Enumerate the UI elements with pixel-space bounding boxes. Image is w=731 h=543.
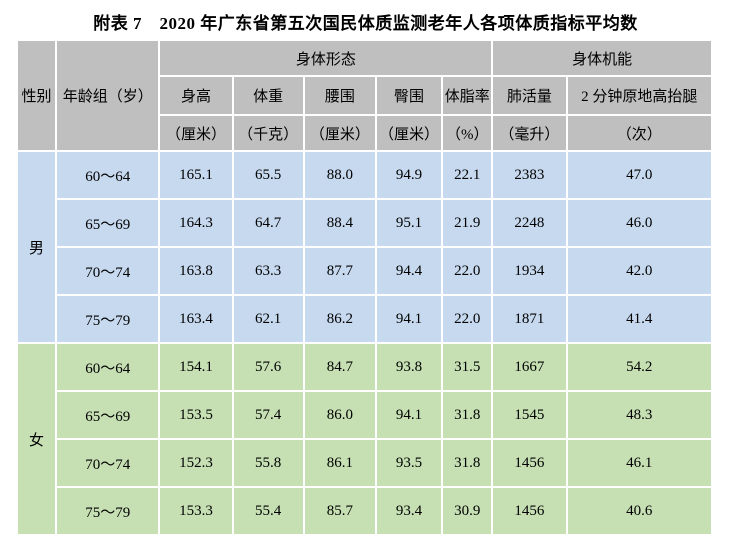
- value-cell: 31.8: [443, 440, 492, 486]
- value-cell: 88.0: [304, 152, 375, 198]
- value-cell: 47.0: [567, 152, 711, 198]
- table-row: 70～74 152.3 55.8 86.1 93.5 31.8 1456 46.…: [18, 440, 711, 486]
- unit-cell: （毫升）: [493, 116, 566, 150]
- value-cell: 22.0: [443, 296, 492, 342]
- age-cell: 60～64: [57, 344, 159, 390]
- table-row: 70～74 163.8 63.3 87.7 94.4 22.0 1934 42.…: [18, 248, 711, 294]
- header-row-columns: 身高 体重 腰围 臀围 体脂率 肺活量 2 分钟原地高抬腿: [18, 77, 711, 114]
- value-cell: 57.4: [233, 392, 303, 438]
- value-cell: 31.5: [443, 344, 492, 390]
- value-cell: 163.4: [160, 296, 232, 342]
- value-cell: 42.0: [567, 248, 711, 294]
- value-cell: 87.7: [304, 248, 375, 294]
- value-cell: 88.4: [304, 200, 375, 246]
- value-cell: 95.1: [376, 200, 442, 246]
- value-cell: 94.4: [376, 248, 442, 294]
- value-cell: 164.3: [160, 200, 232, 246]
- value-cell: 31.8: [443, 392, 492, 438]
- value-cell: 94.9: [376, 152, 442, 198]
- unit-cell: （次）: [567, 116, 711, 150]
- value-cell: 63.3: [233, 248, 303, 294]
- male-label-cell: 男: [18, 152, 56, 342]
- header-row-units: （厘米） （千克） （厘米） （厘米） （%） （毫升） （次）: [18, 116, 711, 150]
- value-cell: 21.9: [443, 200, 492, 246]
- value-cell: 55.4: [233, 488, 303, 534]
- age-cell: 65～69: [57, 200, 159, 246]
- age-cell: 65～69: [57, 392, 159, 438]
- age-cell: 70～74: [57, 440, 159, 486]
- value-cell: 94.1: [376, 392, 442, 438]
- value-cell: 22.1: [443, 152, 492, 198]
- col-header-leg-raise: 2 分钟原地高抬腿: [567, 77, 711, 114]
- value-cell: 93.8: [376, 344, 442, 390]
- age-cell: 70～74: [57, 248, 159, 294]
- value-cell: 93.5: [376, 440, 442, 486]
- unit-cell: （厘米）: [160, 116, 232, 150]
- value-cell: 1545: [493, 392, 566, 438]
- table-row: 65～69 164.3 64.7 88.4 95.1 21.9 2248 46.…: [18, 200, 711, 246]
- value-cell: 1456: [493, 440, 566, 486]
- unit-cell: （厘米）: [304, 116, 375, 150]
- value-cell: 46.1: [567, 440, 711, 486]
- header-body-shape-group: 身体形态: [160, 41, 492, 75]
- value-cell: 41.4: [567, 296, 711, 342]
- age-cell: 60～64: [57, 152, 159, 198]
- value-cell: 93.4: [376, 488, 442, 534]
- table-row: 65～69 153.5 57.4 86.0 94.1 31.8 1545 48.…: [18, 392, 711, 438]
- value-cell: 1871: [493, 296, 566, 342]
- table-row: 男 60～64 165.1 65.5 88.0 94.9 22.1 2383 4…: [18, 152, 711, 342]
- value-cell: 1934: [493, 248, 566, 294]
- header-age-group: 年龄组（岁）: [57, 41, 159, 150]
- col-header-weight: 体重: [233, 77, 303, 114]
- fitness-table: 性别 年龄组（岁） 身体形态 身体机能 身高 体重 腰围 臀围 体脂率 肺活量 …: [16, 39, 713, 536]
- unit-cell: （千克）: [233, 116, 303, 150]
- table-row: 75～79 153.3 55.4 85.7 93.4 30.9 1456 40.…: [18, 488, 711, 534]
- col-header-hip: 臀围: [376, 77, 442, 114]
- col-header-lung-capacity: 肺活量: [493, 77, 566, 114]
- value-cell: 163.8: [160, 248, 232, 294]
- value-cell: 65.5: [233, 152, 303, 198]
- value-cell: 54.2: [567, 344, 711, 390]
- value-cell: 64.7: [233, 200, 303, 246]
- table-row: 女 60～64 154.1 57.6 84.7 93.8 31.5 1667 5…: [18, 344, 711, 534]
- age-cell: 75～79: [57, 488, 159, 534]
- value-cell: 48.3: [567, 392, 711, 438]
- value-cell: 165.1: [160, 152, 232, 198]
- value-cell: 154.1: [160, 344, 232, 390]
- value-cell: 85.7: [304, 488, 375, 534]
- unit-cell: （厘米）: [376, 116, 442, 150]
- unit-cell: （%）: [443, 116, 492, 150]
- col-header-waist: 腰围: [304, 77, 375, 114]
- value-cell: 86.0: [304, 392, 375, 438]
- col-header-bodyfat: 体脂率: [443, 77, 492, 114]
- value-cell: 46.0: [567, 200, 711, 246]
- value-cell: 153.5: [160, 392, 232, 438]
- value-cell: 1667: [493, 344, 566, 390]
- value-cell: 40.6: [567, 488, 711, 534]
- value-cell: 152.3: [160, 440, 232, 486]
- value-cell: 84.7: [304, 344, 375, 390]
- value-cell: 30.9: [443, 488, 492, 534]
- header-row-groups: 性别 年龄组（岁） 身体形态 身体机能: [18, 41, 711, 150]
- col-header-height: 身高: [160, 77, 232, 114]
- value-cell: 86.1: [304, 440, 375, 486]
- value-cell: 94.1: [376, 296, 442, 342]
- value-cell: 55.8: [233, 440, 303, 486]
- value-cell: 153.3: [160, 488, 232, 534]
- table-row: 75～79 163.4 62.1 86.2 94.1 22.0 1871 41.…: [18, 296, 711, 342]
- value-cell: 86.2: [304, 296, 375, 342]
- value-cell: 57.6: [233, 344, 303, 390]
- header-gender: 性别: [18, 41, 56, 150]
- value-cell: 62.1: [233, 296, 303, 342]
- value-cell: 2248: [493, 200, 566, 246]
- value-cell: 22.0: [443, 248, 492, 294]
- age-cell: 75～79: [57, 296, 159, 342]
- header-body-function-group: 身体机能: [493, 41, 711, 75]
- value-cell: 1456: [493, 488, 566, 534]
- table-title: 附表 7 2020 年广东省第五次国民体质监测老年人各项体质指标平均数: [93, 14, 638, 33]
- female-label-cell: 女: [18, 344, 56, 534]
- value-cell: 2383: [493, 152, 566, 198]
